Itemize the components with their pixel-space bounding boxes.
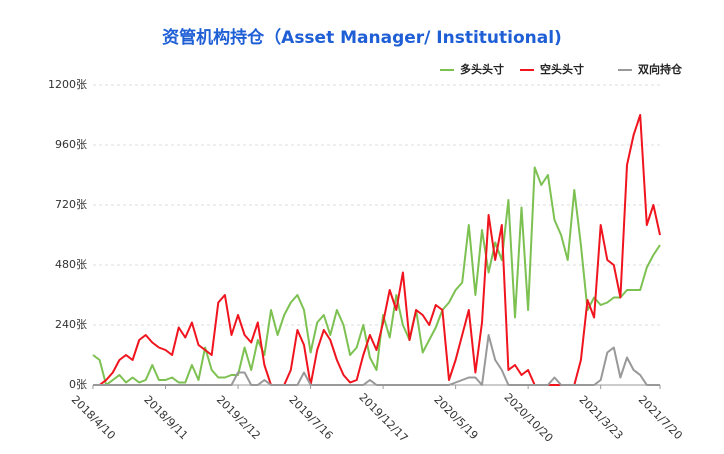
x-tick-label: 2021/3/23 [576, 393, 625, 442]
x-tick-label: 2021/7/20 [636, 393, 685, 442]
x-tick-label: 2019/12/17 [356, 391, 410, 445]
x-tick-label: 2020/5/19 [431, 393, 480, 442]
chart-title: 资管机构持仓（Asset Manager/ Institutional) [162, 27, 562, 48]
y-tick-label: 0张 [69, 378, 87, 391]
x-tick-label: 2020/10/20 [501, 391, 555, 445]
x-tick-label: 2018/9/11 [141, 393, 190, 442]
y-tick-label: 480张 [55, 258, 87, 271]
x-tick-label: 2019/2/12 [214, 393, 263, 442]
series-line [93, 334, 660, 386]
legend-label: 双向持仓 [638, 62, 683, 76]
x-tick-label: 2019/7/16 [286, 393, 335, 442]
y-tick-label: 240张 [55, 318, 87, 331]
series-line [93, 114, 661, 386]
y-tick-label: 960张 [55, 138, 87, 151]
y-tick-label: 1200张 [48, 78, 87, 91]
series-line [92, 166, 661, 386]
legend-label: 空头头寸 [540, 62, 584, 76]
x-tick-label: 2018/4/10 [69, 393, 118, 442]
y-tick-label: 720张 [55, 198, 87, 211]
legend-label: 多头头寸 [460, 62, 504, 76]
